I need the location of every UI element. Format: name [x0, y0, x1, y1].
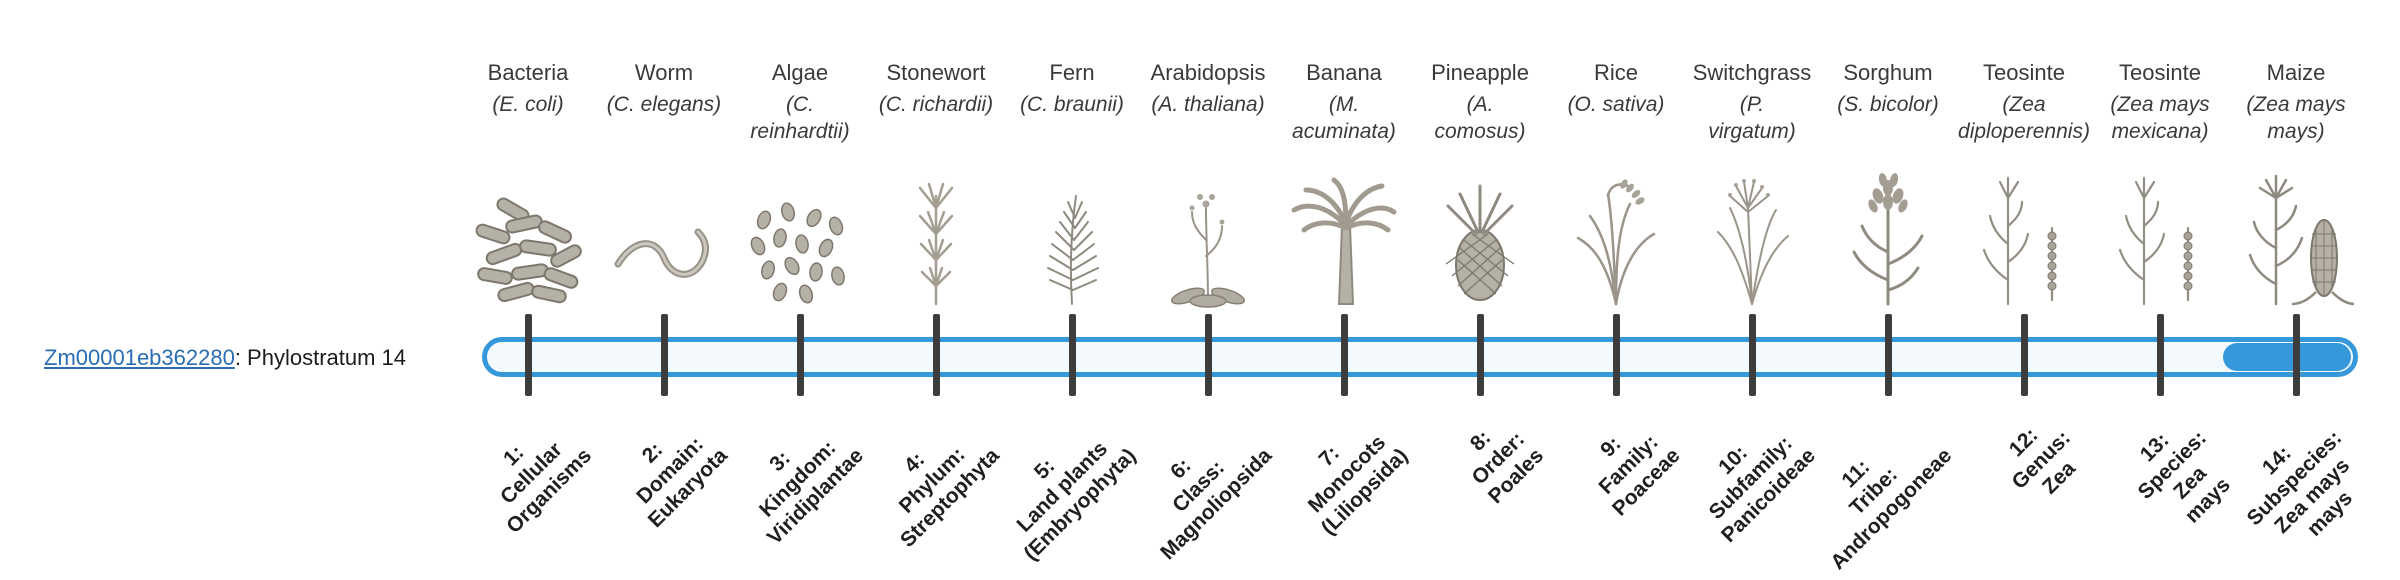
- organism-scientific-name: (C. richardii): [878, 93, 994, 116]
- stratum-label-text: 13: Species: Zea mays: [2133, 426, 2235, 528]
- sorghum-icon: [1818, 166, 1958, 308]
- organism-scientific-name: (Zea diploperennis): [1958, 93, 2090, 143]
- organism-column: Worm (C. elegans): [564, 60, 764, 278]
- organism-column: Rice (O. sativa): [1516, 60, 1716, 306]
- organism-column: Banana (M. acuminata): [1244, 60, 1444, 305]
- organism-scientific-name: (C. reinhardtii): [750, 93, 850, 143]
- switchgrass-icon: [1682, 166, 1822, 308]
- organism-name: Algae: [771, 60, 829, 85]
- organism-name: Maize: [2266, 60, 2326, 85]
- fern-icon: [1002, 166, 1142, 308]
- organism-name: Banana: [1306, 60, 1382, 85]
- tick-mark: [2021, 314, 2028, 396]
- stratum-label-text: 4: Phylum: Streptophyta: [895, 442, 1005, 552]
- organism-column: Stonewort (C. richardii): [836, 60, 1036, 306]
- organism-column: Teosinte (Zea mays mexicana): [2060, 60, 2260, 306]
- stonewort-icon: [866, 166, 1006, 308]
- organism-scientific-name: (C. braunii): [1020, 93, 1124, 116]
- maize-icon: [2226, 166, 2366, 308]
- tick-mark: [1613, 314, 1620, 396]
- tick-mark: [1477, 314, 1484, 396]
- organism-column: Switchgrass (P. virgatum): [1652, 60, 1852, 305]
- pineapple-icon: [1410, 166, 1550, 308]
- stratum-label-text: 7: Monocots (Liliopsida): [1303, 430, 1413, 540]
- stratum-label-text: 3: Kingdom: Viridiplantae: [755, 436, 869, 550]
- organism-column: Arabidopsis (A. thaliana): [1108, 60, 1308, 308]
- organism-scientific-name: (Zea mays mexicana): [2110, 93, 2210, 143]
- stratum-label-text: 1: Cellular Organisms: [496, 437, 597, 538]
- banana-icon: [1274, 166, 1414, 308]
- stratum-label-text: 12: Genus: Zea: [2004, 423, 2080, 499]
- stratum-label-text: 9: Family: Poaceae: [1594, 430, 1685, 521]
- rice-icon: [1546, 166, 1686, 308]
- organism-scientific-name: (C. elegans): [606, 93, 722, 116]
- tick-mark: [1205, 314, 1212, 396]
- tick-mark: [525, 314, 532, 396]
- organism-scientific-name: (P. virgatum): [1708, 93, 1796, 143]
- organism-name: Sorghum: [1843, 60, 1933, 85]
- teosinte-icon: [2090, 166, 2230, 308]
- stratum-label-text: 8: Order: Poales: [1466, 426, 1549, 509]
- stratum-label-text: 5: Land plants (Embryophyta): [1012, 437, 1141, 566]
- tick-mark: [1885, 314, 1892, 396]
- stratum-label-text: 11: Tribe: Andropogoneae: [1826, 444, 1957, 575]
- organism-column: Fern (C. braunii): [972, 60, 1172, 305]
- bacteria-icon: [458, 166, 598, 308]
- tick-mark: [661, 314, 668, 396]
- organism-scientific-name: (S. bicolor): [1837, 93, 1939, 116]
- stratum-label-text: 6: Class: Magnoliopsida: [1156, 444, 1277, 565]
- gene-link[interactable]: Zm00001eb362280: [44, 345, 235, 370]
- gene-label: Zm00001eb362280: Phylostratum 14: [44, 345, 406, 371]
- organism-name: Fern: [1049, 60, 1095, 85]
- organism-scientific-name: (A. comosus): [1434, 93, 1526, 143]
- organism-name: Bacteria: [487, 60, 569, 85]
- organism-column: Sorghum (S. bicolor): [1788, 60, 1988, 306]
- organism-column: Teosinte (Zea diploperennis): [1924, 60, 2124, 306]
- arabidopsis-icon: [1138, 166, 1278, 308]
- organism-scientific-name: (E. coli): [492, 93, 564, 116]
- organism-scientific-name: (Zea mays mays): [2246, 93, 2346, 143]
- organism-scientific-name: (M. acuminata): [1292, 93, 1396, 143]
- tick-mark: [2293, 314, 2300, 396]
- stratum-label-text: 2: Domain: Eukaryota: [632, 432, 733, 533]
- organism-column: Maize (Zea mays mays): [2196, 60, 2396, 306]
- stratum-label-text: 14: Subspecies: Zea mays mays: [2242, 426, 2358, 541]
- organism-name: Rice: [1593, 60, 1638, 85]
- organism-scientific-name: (O. sativa): [1567, 93, 1665, 116]
- timeline-bar: [482, 337, 2358, 377]
- timeline-bar-fill-phylostratum-14: [2223, 343, 2351, 371]
- organism-name: Teosinte: [2119, 60, 2201, 85]
- algae-icon: [730, 166, 870, 308]
- organism-scientific-name: (A. thaliana): [1151, 93, 1265, 116]
- tick-mark: [933, 314, 940, 396]
- organism-column: Pineapple (A. comosus): [1380, 60, 1580, 301]
- organism-column: Bacteria (E. coli): [428, 60, 628, 304]
- organism-column: Algae (C. reinhardtii): [700, 60, 900, 304]
- tick-mark: [2157, 314, 2164, 396]
- organism-name: Pineapple: [1431, 60, 1529, 85]
- organism-name: Arabidopsis: [1150, 60, 1266, 85]
- organism-name: Teosinte: [1983, 60, 2065, 85]
- organism-name: Worm: [634, 60, 694, 85]
- tick-mark: [1069, 314, 1076, 396]
- organism-name: Switchgrass: [1692, 60, 1812, 85]
- tick-mark: [1749, 314, 1756, 396]
- gene-label-suffix: : Phylostratum 14: [234, 345, 407, 370]
- organism-name: Stonewort: [886, 60, 986, 85]
- teosinte-icon: [1954, 166, 2094, 308]
- tick-mark: [797, 314, 804, 396]
- worm-icon: [594, 166, 734, 308]
- tick-mark: [1341, 314, 1348, 396]
